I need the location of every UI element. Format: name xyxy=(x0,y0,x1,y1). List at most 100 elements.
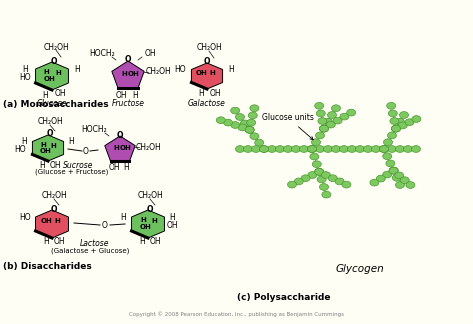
Ellipse shape xyxy=(392,125,401,132)
Ellipse shape xyxy=(275,145,284,152)
Ellipse shape xyxy=(240,120,249,127)
Ellipse shape xyxy=(291,145,300,152)
Text: Fructose: Fructose xyxy=(112,99,144,109)
Text: H: H xyxy=(22,65,28,75)
Ellipse shape xyxy=(231,107,240,114)
Text: HO: HO xyxy=(19,214,31,223)
Ellipse shape xyxy=(327,112,336,118)
Text: HOCH₂: HOCH₂ xyxy=(81,125,107,134)
Ellipse shape xyxy=(231,122,240,128)
Text: O: O xyxy=(51,56,57,65)
Text: H: H xyxy=(120,214,126,223)
Ellipse shape xyxy=(288,181,297,188)
Ellipse shape xyxy=(328,175,337,181)
Ellipse shape xyxy=(315,168,324,175)
Ellipse shape xyxy=(332,105,341,111)
Text: H: H xyxy=(151,218,157,224)
Ellipse shape xyxy=(322,172,331,179)
Ellipse shape xyxy=(308,172,317,179)
Ellipse shape xyxy=(403,145,412,152)
Ellipse shape xyxy=(412,116,421,122)
Ellipse shape xyxy=(315,132,324,139)
Ellipse shape xyxy=(315,168,324,175)
Ellipse shape xyxy=(363,145,373,152)
Ellipse shape xyxy=(315,168,324,175)
Ellipse shape xyxy=(319,125,329,132)
Text: H: H xyxy=(21,137,27,146)
Text: Lactose: Lactose xyxy=(80,239,110,249)
Ellipse shape xyxy=(310,153,319,160)
Ellipse shape xyxy=(412,145,420,152)
Text: CH₂OH: CH₂OH xyxy=(41,191,67,201)
Text: OH: OH xyxy=(53,237,65,246)
Ellipse shape xyxy=(389,167,398,174)
Ellipse shape xyxy=(318,118,327,124)
Text: OH: OH xyxy=(115,90,127,99)
Ellipse shape xyxy=(250,133,259,140)
Ellipse shape xyxy=(245,126,254,133)
Ellipse shape xyxy=(236,114,245,121)
Text: Copyright © 2008 Pearson Education, Inc., publishing as Benjamin Cummings: Copyright © 2008 Pearson Education, Inc.… xyxy=(129,311,343,317)
Ellipse shape xyxy=(324,119,333,125)
Text: OH: OH xyxy=(108,164,120,172)
Ellipse shape xyxy=(254,139,264,146)
Ellipse shape xyxy=(245,126,254,133)
Ellipse shape xyxy=(379,145,388,152)
Ellipse shape xyxy=(392,125,401,132)
Ellipse shape xyxy=(319,125,329,132)
Ellipse shape xyxy=(307,145,316,152)
Text: H: H xyxy=(121,71,127,77)
Ellipse shape xyxy=(312,139,321,145)
Text: H: H xyxy=(74,65,80,75)
Text: CH₂OH: CH₂OH xyxy=(145,67,171,76)
Ellipse shape xyxy=(389,167,398,174)
Ellipse shape xyxy=(248,112,257,119)
Ellipse shape xyxy=(340,145,349,152)
Ellipse shape xyxy=(315,102,324,109)
Text: H: H xyxy=(139,237,145,247)
Text: H: H xyxy=(39,160,45,169)
Text: H: H xyxy=(40,142,46,148)
Text: H: H xyxy=(228,65,234,75)
Ellipse shape xyxy=(377,175,385,182)
Ellipse shape xyxy=(379,145,388,152)
Ellipse shape xyxy=(294,178,303,185)
Ellipse shape xyxy=(324,145,333,152)
Ellipse shape xyxy=(252,145,261,152)
Ellipse shape xyxy=(387,145,396,152)
Text: O: O xyxy=(47,130,53,138)
Ellipse shape xyxy=(386,160,395,167)
Ellipse shape xyxy=(317,176,326,183)
Ellipse shape xyxy=(395,119,404,125)
Polygon shape xyxy=(131,210,165,238)
Text: H: H xyxy=(54,218,60,224)
Ellipse shape xyxy=(244,145,253,152)
Text: OH: OH xyxy=(209,89,221,98)
Text: Galactose: Galactose xyxy=(188,98,226,108)
Text: O: O xyxy=(83,146,89,156)
Text: OH: OH xyxy=(127,71,139,77)
Polygon shape xyxy=(112,61,144,88)
Text: OH: OH xyxy=(54,89,66,98)
Text: O: O xyxy=(117,131,123,140)
Text: H: H xyxy=(140,217,146,223)
Ellipse shape xyxy=(398,122,407,129)
Ellipse shape xyxy=(395,145,404,152)
Text: OH: OH xyxy=(195,70,207,76)
Text: (Glucose + Fructose): (Glucose + Fructose) xyxy=(35,169,109,175)
Ellipse shape xyxy=(307,145,316,152)
Ellipse shape xyxy=(322,191,331,198)
Ellipse shape xyxy=(347,109,356,116)
Text: H: H xyxy=(43,237,49,247)
Ellipse shape xyxy=(392,174,401,181)
Ellipse shape xyxy=(400,177,409,184)
Ellipse shape xyxy=(301,175,310,181)
Ellipse shape xyxy=(388,110,397,117)
Ellipse shape xyxy=(370,179,379,186)
Text: O: O xyxy=(147,204,153,214)
Ellipse shape xyxy=(307,145,316,152)
Ellipse shape xyxy=(315,145,324,152)
Ellipse shape xyxy=(383,153,392,160)
Ellipse shape xyxy=(392,125,401,132)
Text: OH: OH xyxy=(166,222,178,230)
